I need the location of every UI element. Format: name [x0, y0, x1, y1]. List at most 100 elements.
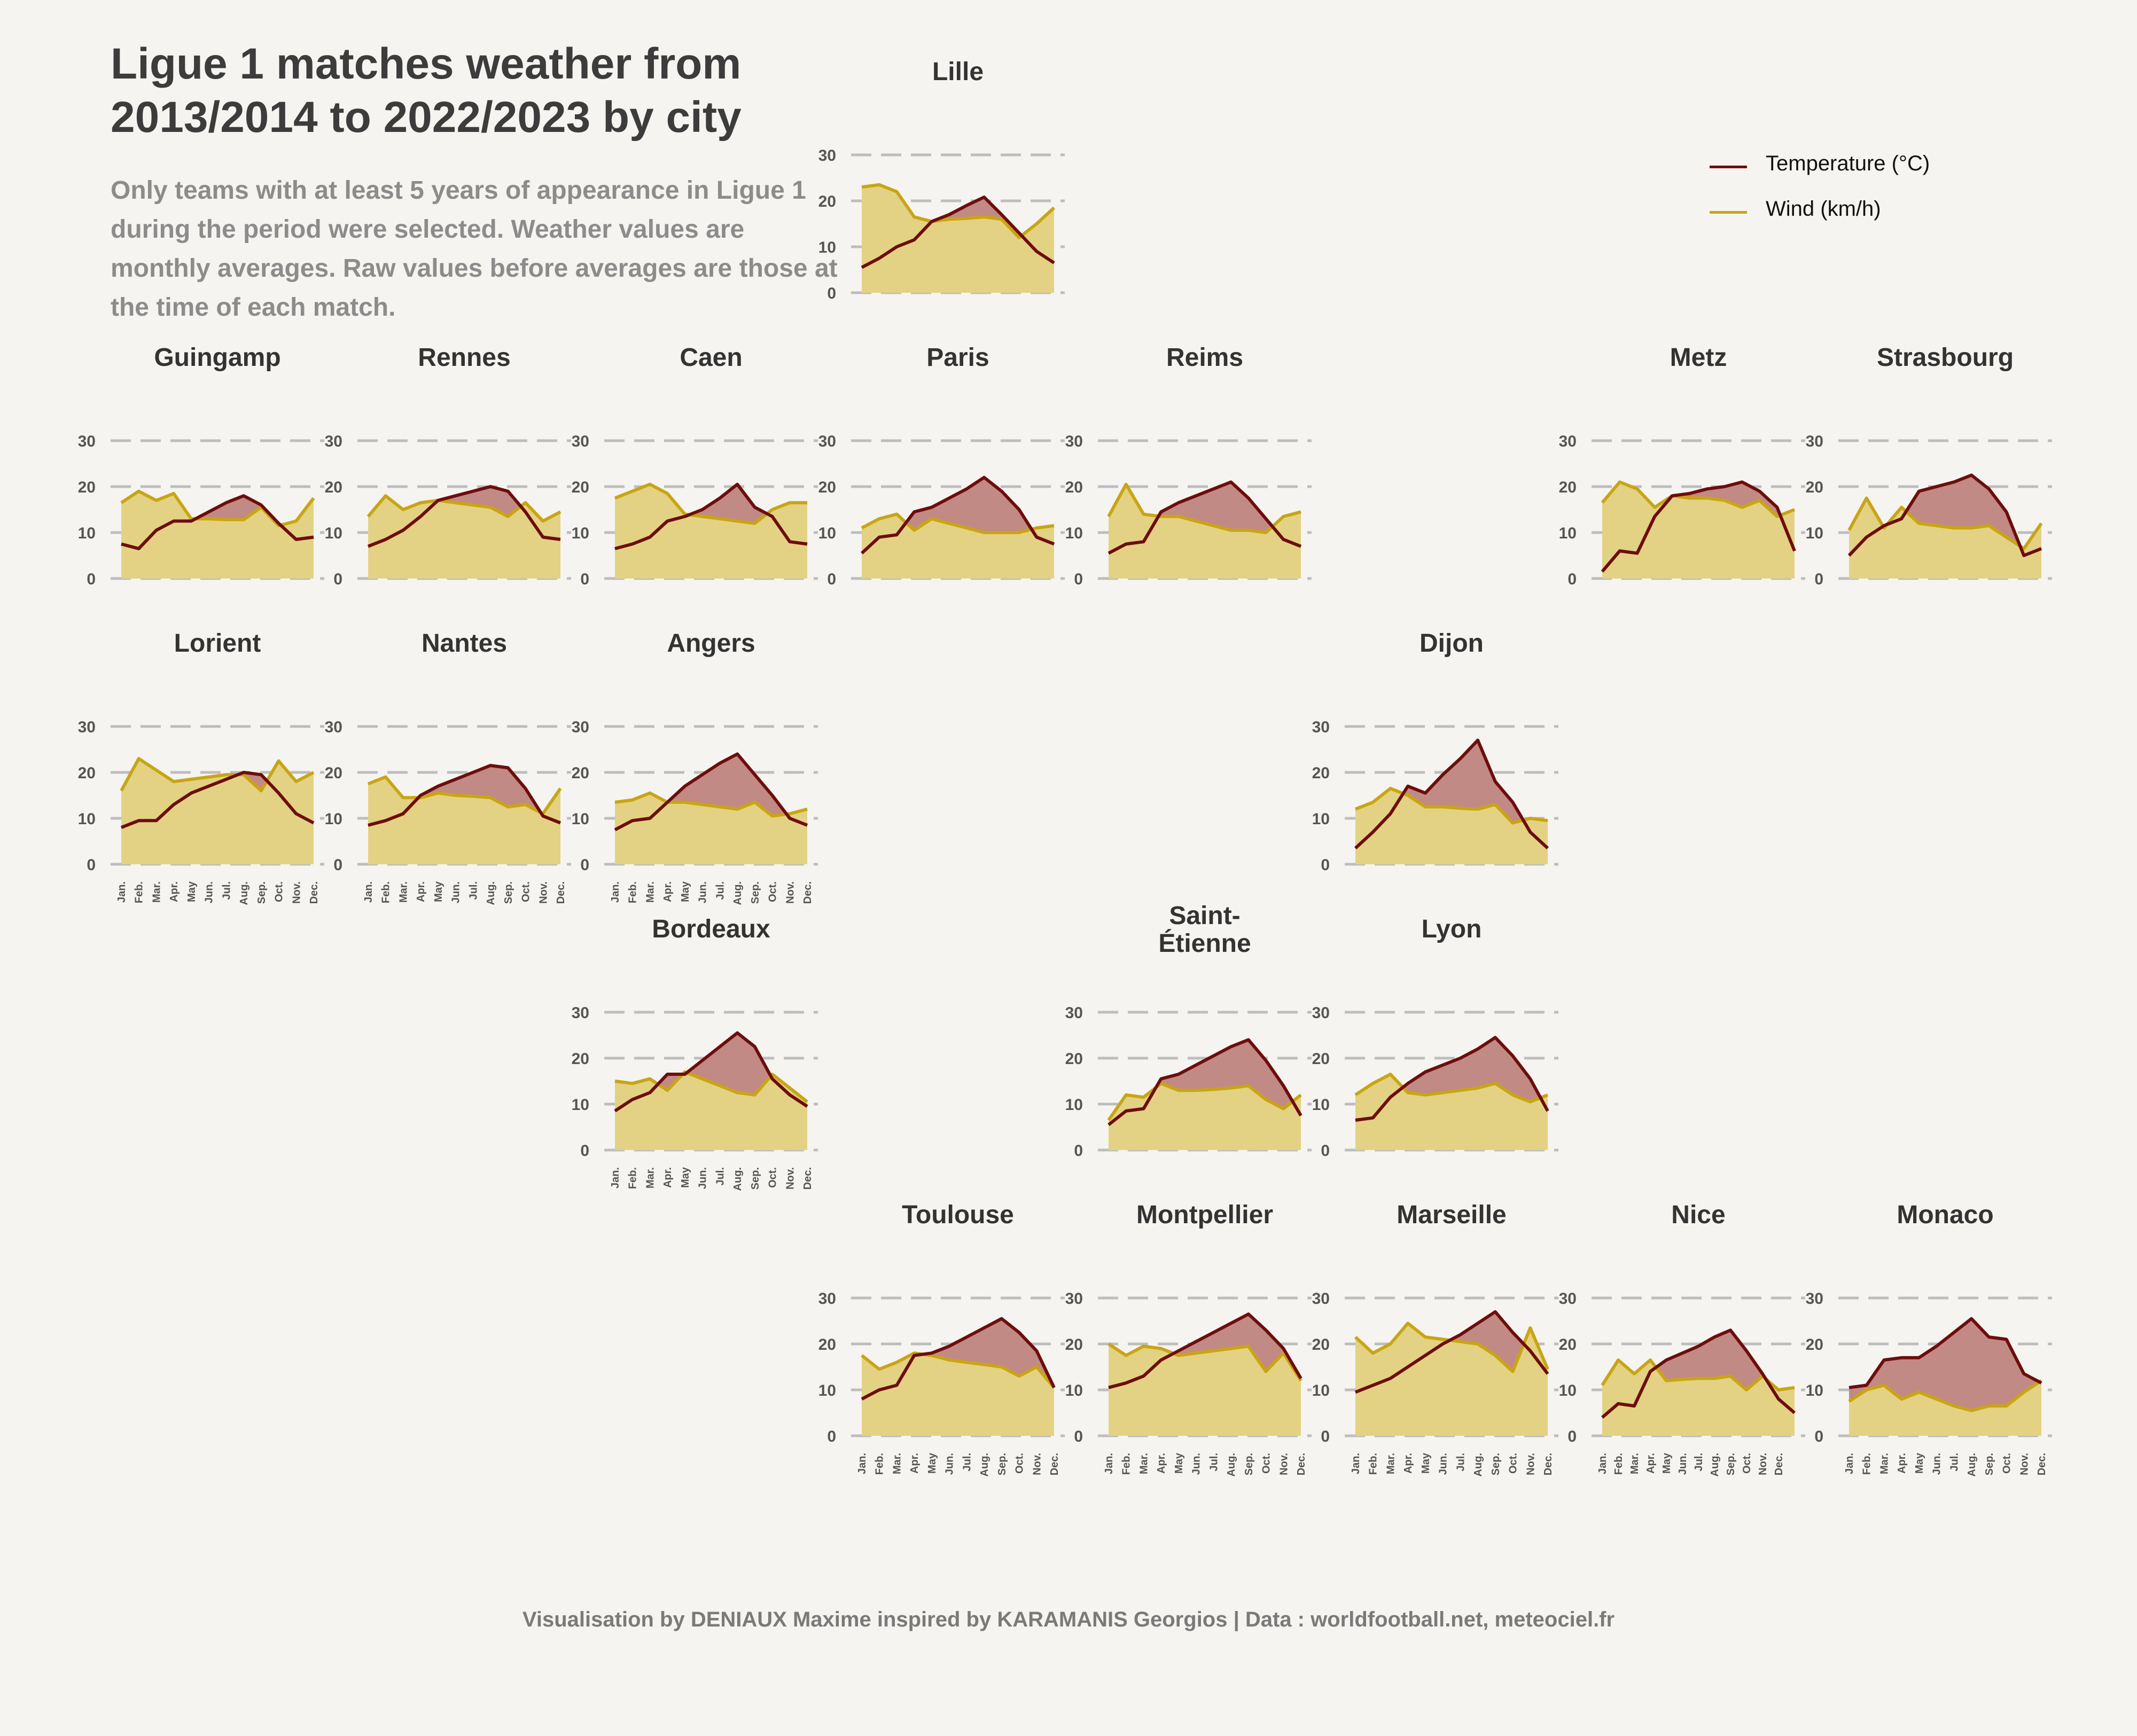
panel-monaco: Monaco 0 10 20 30 Jan. Feb. Mar. Apr. May Jun. Jul.…	[1806, 1201, 2052, 1476]
panel-title-line: Lille	[932, 58, 984, 86]
wind-area	[862, 1353, 1054, 1436]
x-tick-label: Dec.	[802, 1167, 814, 1190]
y-tick-label: 20	[1559, 1336, 1577, 1354]
x-tick-label: Apr.	[1645, 1453, 1657, 1474]
x-tick-label: Jul.	[714, 1167, 726, 1185]
panel-title-line: Rennes	[418, 343, 510, 372]
y-tick-label: 0	[827, 285, 836, 302]
x-tick-label: Jan.	[363, 881, 375, 903]
y-tick-label: 20	[1312, 1336, 1330, 1354]
y-tick-label: 20	[325, 764, 342, 782]
y-tick-label: 30	[1065, 1290, 1083, 1308]
x-tick-label: May	[1661, 1452, 1673, 1474]
y-tick-label: 30	[325, 433, 342, 450]
panel-title-caen: Caen	[680, 343, 742, 372]
panel-title-metz: Metz	[1670, 343, 1727, 372]
panel-title-montpellier: Montpellier	[1136, 1201, 1273, 1229]
panel-title-lyon: Lyon	[1422, 915, 1482, 943]
x-tick-label: Feb.	[1861, 1453, 1873, 1475]
y-tick-label: 0	[580, 570, 589, 588]
panel-metz: Metz 0 10 20 30	[1559, 343, 1805, 588]
panel-title-line: Marseille	[1397, 1201, 1506, 1229]
panel-title-line: Monaco	[1897, 1201, 1993, 1229]
x-tick-label: Jul.	[467, 881, 479, 900]
temperature-area	[1849, 1318, 2040, 1411]
y-tick-label: 10	[1312, 810, 1330, 828]
y-tick-label: 10	[572, 525, 589, 542]
x-tick-label: Feb.	[874, 1453, 886, 1475]
temperature-area	[1672, 482, 1781, 517]
x-tick-label: Feb.	[1368, 1453, 1379, 1475]
y-tick-label: 30	[78, 718, 96, 736]
y-tick-label: 30	[818, 147, 836, 165]
panel-title-dijon: Dijon	[1420, 629, 1484, 658]
x-tick-label: Sep.	[503, 881, 514, 904]
temperature-area	[689, 484, 767, 523]
y-tick-label: 20	[1806, 479, 1823, 496]
wind-area	[615, 793, 807, 864]
y-tick-label: 0	[827, 570, 836, 588]
y-tick-label: 10	[818, 525, 836, 542]
x-tick-label: Jun.	[204, 881, 215, 903]
x-tick-label: Sep.	[1725, 1453, 1737, 1475]
x-tick-label: Jun.	[697, 1167, 709, 1189]
x-tick-label: Dec.	[1049, 1453, 1060, 1475]
panel-lyon: Lyon 0 10 20 30	[1312, 915, 1558, 1160]
panel-title-line: Toulouse	[902, 1201, 1014, 1229]
x-tick-label: Nov.	[1757, 1453, 1769, 1475]
y-tick-label: 10	[1806, 1382, 1823, 1399]
y-tick-label: 10	[78, 525, 96, 542]
temperature-area	[1156, 1039, 1293, 1109]
x-tick-label: Dec.	[802, 881, 814, 904]
x-tick-label: Jul.	[714, 881, 726, 900]
x-tick-label: Jun.	[1677, 1453, 1689, 1475]
wind-line-montpellier	[1108, 1342, 1303, 1382]
wind-area	[862, 514, 1054, 578]
wind-line-toulouse	[861, 1351, 1056, 1389]
y-tick-label: 0	[1321, 856, 1330, 874]
y-tick-label: 0	[87, 856, 96, 874]
wind-line-saint-etienne	[1107, 1082, 1302, 1121]
y-tick-label: 10	[1312, 1382, 1330, 1399]
temperature-area	[667, 754, 787, 816]
y-tick-label: 10	[1065, 525, 1083, 542]
y-tick-label: 20	[1065, 1050, 1083, 1068]
x-tick-label: Feb.	[627, 881, 639, 903]
x-tick-label: Nov.	[784, 881, 796, 904]
x-tick-label: Feb.	[134, 881, 145, 903]
x-tick-label: Mar.	[1878, 1453, 1890, 1474]
wind-line-paris	[861, 512, 1055, 534]
x-tick-label: Sep.	[750, 881, 761, 904]
wind-area	[1355, 788, 1548, 864]
y-tick-label: 20	[818, 193, 836, 210]
x-tick-label: Aug.	[485, 881, 497, 905]
panel-title-line: Reims	[1166, 343, 1243, 372]
y-tick-label: 10	[325, 525, 342, 542]
panel-title-line: Lyon	[1422, 915, 1482, 943]
y-tick-label: 20	[1065, 1336, 1083, 1354]
x-tick-label: May	[680, 1167, 691, 1188]
panel-lorient: Lorient 0 10 20 30 Jan. Feb. Mar. Apr. May Jun. Jul…	[78, 629, 324, 905]
x-tick-label: Mar.	[151, 881, 162, 903]
y-tick-label: 30	[1559, 1290, 1577, 1308]
x-tick-label: Dec.	[1296, 1453, 1307, 1475]
panel-bordeaux: Bordeaux 0 10 20 30 Jan. Feb. Mar. Apr. May Jun. Ju…	[572, 915, 818, 1191]
y-tick-label: 0	[827, 1428, 836, 1445]
wind-line-metz	[1601, 480, 1796, 518]
x-tick-label: Dec.	[555, 881, 567, 904]
x-tick-label: Oct.	[1014, 1453, 1026, 1474]
y-tick-label: 20	[1065, 479, 1083, 496]
y-tick-label: 20	[1312, 764, 1330, 782]
y-tick-label: 30	[572, 718, 589, 736]
panel-title-bordeaux: Bordeaux	[652, 915, 770, 943]
wind-area	[1849, 1380, 2041, 1436]
y-tick-label: 30	[78, 433, 96, 450]
wind-area	[1849, 498, 2041, 578]
temperature-area	[1449, 1311, 1524, 1372]
panel-title-line: Nantes	[422, 629, 507, 658]
y-tick-label: 20	[325, 479, 342, 496]
chart-subtitle: Only teams with at least 5 years of appe…	[111, 176, 838, 322]
panel-title-guingamp: Guingamp	[154, 343, 280, 372]
panel-title-nantes: Nantes	[422, 629, 507, 658]
y-tick-label: 20	[572, 764, 589, 782]
